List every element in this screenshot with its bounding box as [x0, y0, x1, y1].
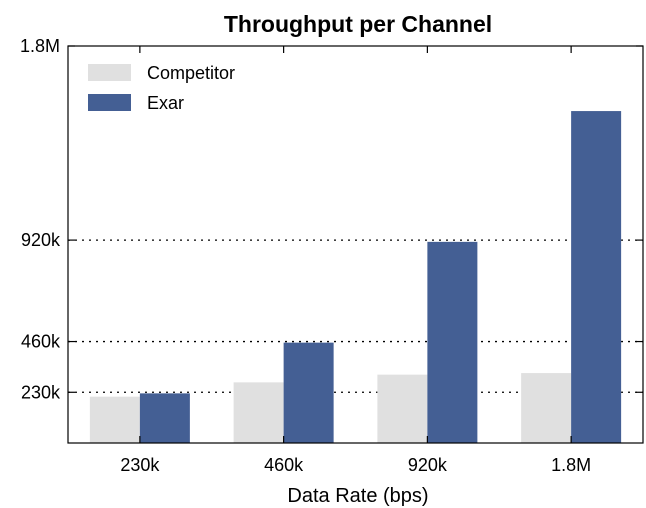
x-tick-label: 920k: [408, 455, 448, 475]
x-tick-label: 230k: [120, 455, 160, 475]
bar-competitor-1-8m: [521, 373, 572, 443]
legend-label-exar: Exar: [147, 93, 184, 113]
axis-ticks: 230k 460k 920k 1.8M 230k 460k 920k 1.8M: [20, 36, 643, 475]
gridlines: [68, 239, 643, 393]
bar-competitor-230k: [89, 396, 140, 443]
bar-exar-460k: [283, 342, 334, 443]
bar-competitor-920k: [377, 374, 428, 443]
y-tick-label: 230k: [21, 382, 61, 402]
legend-swatch-competitor: [88, 64, 131, 81]
legend-swatch-exar: [88, 94, 131, 111]
y-tick-label: 920k: [21, 230, 61, 250]
bar-exar-1-8m: [571, 111, 622, 443]
legend: Competitor Exar: [88, 63, 235, 113]
chart-title: Throughput per Channel: [224, 11, 492, 37]
x-axis-label: Data Rate (bps): [287, 485, 428, 507]
y-tick-label: 460k: [21, 332, 61, 352]
bar-competitor-460k: [233, 382, 284, 443]
x-tick-label: 1.8M: [551, 455, 591, 475]
bars: [89, 111, 622, 443]
y-tick-label: 1.8M: [20, 36, 60, 56]
plot-frame: [67, 45, 644, 444]
x-tick-label: 460k: [264, 455, 304, 475]
bar-exar-920k: [427, 241, 478, 443]
legend-label-competitor: Competitor: [147, 63, 235, 83]
bar-exar-230k: [139, 393, 190, 443]
